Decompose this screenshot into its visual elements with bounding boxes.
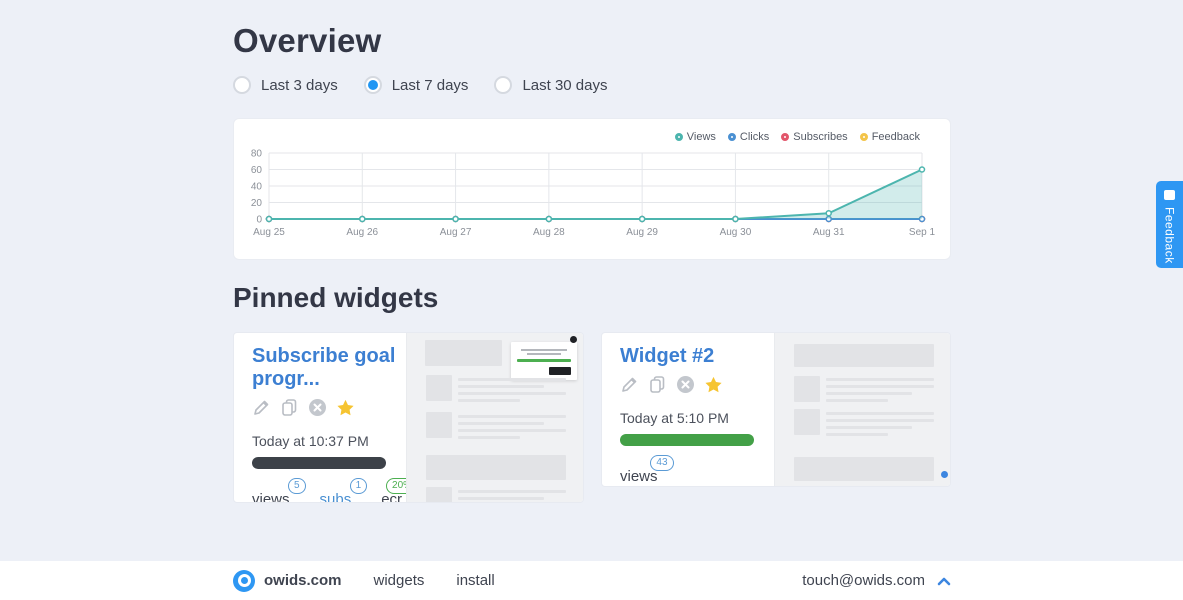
copy-icon[interactable]	[280, 398, 299, 417]
footer: owids.com widgets install touch@owids.co…	[0, 561, 1183, 600]
brand-home-link[interactable]: owids.com	[233, 569, 342, 592]
page-title: Overview	[233, 22, 382, 59]
feedback-legend-dot-icon	[859, 133, 868, 141]
owids-logo-icon	[233, 569, 255, 592]
preview-badge-dot	[941, 471, 948, 478]
radio-label: Last 3 days	[261, 76, 338, 94]
widget-preview-thumbnail	[774, 333, 950, 486]
views-legend-dot-icon	[674, 133, 683, 141]
radio-icon	[363, 76, 382, 94]
time-range-filters: Last 3 days Last 7 days Last 30 days	[233, 76, 951, 94]
svg-text:Aug 27: Aug 27	[440, 227, 472, 238]
widget-progress-bar	[252, 457, 386, 469]
chart-legend: Views Clicks Subscribes Feedback	[234, 131, 950, 143]
delete-icon[interactable]	[308, 398, 327, 417]
widget-stats: views 43	[620, 455, 774, 485]
svg-text:Aug 31: Aug 31	[813, 227, 845, 238]
radio-last-30-days[interactable]: Last 30 days	[494, 76, 608, 94]
footer-link-widgets[interactable]: widgets	[373, 572, 425, 589]
svg-text:40: 40	[251, 182, 263, 193]
edit-icon[interactable]	[620, 375, 639, 394]
widget-timestamp: Today at 5:10 PM	[620, 410, 729, 426]
stat-label: views	[252, 491, 290, 503]
delete-icon[interactable]	[676, 375, 695, 394]
legend-item-feedback[interactable]: Feedback	[859, 131, 920, 143]
svg-text:Aug 25: Aug 25	[253, 227, 285, 238]
legend-item-clicks[interactable]: Clicks	[727, 131, 770, 143]
legend-item-subscribes[interactable]: Subscribes	[781, 131, 848, 143]
clicks-legend-dot-icon	[727, 133, 736, 141]
widget-actions	[620, 375, 774, 394]
radio-last-3-days[interactable]: Last 3 days	[233, 76, 338, 94]
svg-text:80: 80	[251, 149, 263, 160]
stat-views: views 43	[620, 455, 674, 485]
widget-timestamp: Today at 10:37 PM	[252, 433, 369, 449]
widget-card-widget-2: Widget #2 Today at 5:10 PM	[601, 332, 951, 487]
svg-text:0: 0	[256, 215, 262, 226]
legend-label: Subscribes	[793, 131, 848, 143]
preview-popup	[511, 342, 577, 380]
stat-ecr: ecr 20%	[381, 478, 419, 503]
chevron-up-icon[interactable]	[937, 576, 951, 586]
star-icon[interactable]	[704, 375, 723, 394]
feedback-tab[interactable]: Feedback	[1156, 181, 1183, 268]
svg-text:Aug 29: Aug 29	[626, 227, 658, 238]
widget-actions	[252, 398, 406, 417]
svg-text:Aug 26: Aug 26	[346, 227, 378, 238]
widget-title-link[interactable]: Subscribe goal progr...	[252, 345, 396, 390]
radio-last-7-days[interactable]: Last 7 days	[363, 76, 469, 94]
brand-name: owids.com	[264, 572, 342, 589]
preview-close-dot	[570, 336, 577, 343]
svg-text:20: 20	[251, 198, 263, 209]
legend-item-views[interactable]: Views	[674, 131, 716, 143]
svg-text:Aug 30: Aug 30	[720, 227, 752, 238]
star-icon[interactable]	[336, 398, 355, 417]
widget-progress-bar	[620, 434, 754, 446]
stat-label: views	[620, 468, 658, 485]
feedback-chat-icon	[1164, 190, 1175, 200]
footer-right: touch@owids.com	[802, 572, 951, 589]
overview-line-chart: 0 20 40 60 80 Aug 25 Aug 26 Aug 27 Aug 28 Aug 29 A…	[251, 149, 936, 239]
stat-badge: 1	[349, 478, 368, 494]
legend-label: Clicks	[739, 131, 770, 143]
widget-card-content: Widget #2 Today at 5:10 PM	[602, 333, 774, 486]
stat-label: subs	[319, 491, 352, 503]
feedback-tab-label: Feedback	[1162, 207, 1177, 264]
stat-label: ecr	[381, 491, 403, 503]
pinned-widgets-list: Subscribe goal progr... Today at 1	[233, 332, 951, 503]
widget-stats: views 5 subs 1 ecr 20%	[252, 478, 419, 503]
widget-card-subscribe-goal: Subscribe goal progr... Today at 1	[233, 332, 584, 503]
widget-card-content: Subscribe goal progr... Today at 1	[234, 333, 419, 503]
svg-text:Aug 28: Aug 28	[533, 227, 565, 238]
svg-text:Sep 1: Sep 1	[909, 227, 936, 238]
svg-text:60: 60	[251, 165, 263, 176]
subscribes-legend-dot-icon	[781, 133, 790, 141]
widget-title-link[interactable]: Widget #2	[620, 345, 715, 367]
radio-label: Last 7 days	[391, 76, 469, 94]
radio-label: Last 30 days	[522, 76, 608, 94]
stat-subs: subs 1	[319, 478, 368, 503]
overview-chart-panel: Views Clicks Subscribes Feedback 0 20 40 60 80 A…	[233, 118, 951, 260]
radio-icon	[494, 76, 513, 94]
legend-label: Feedback	[871, 131, 920, 143]
stat-views: views 5	[252, 478, 306, 503]
edit-icon[interactable]	[252, 398, 271, 417]
contact-email-link[interactable]: touch@owids.com	[802, 572, 925, 589]
pinned-widgets-heading: Pinned widgets	[233, 282, 439, 313]
stat-badge: 43	[650, 455, 674, 471]
widget-preview-thumbnail	[406, 333, 583, 502]
footer-link-install[interactable]: install	[456, 572, 495, 589]
legend-label: Views	[686, 131, 716, 143]
main-content: Overview Last 3 days Last 7 days Last 30…	[233, 0, 951, 503]
copy-icon[interactable]	[648, 375, 667, 394]
stat-badge: 5	[287, 478, 306, 494]
radio-icon	[233, 76, 251, 94]
